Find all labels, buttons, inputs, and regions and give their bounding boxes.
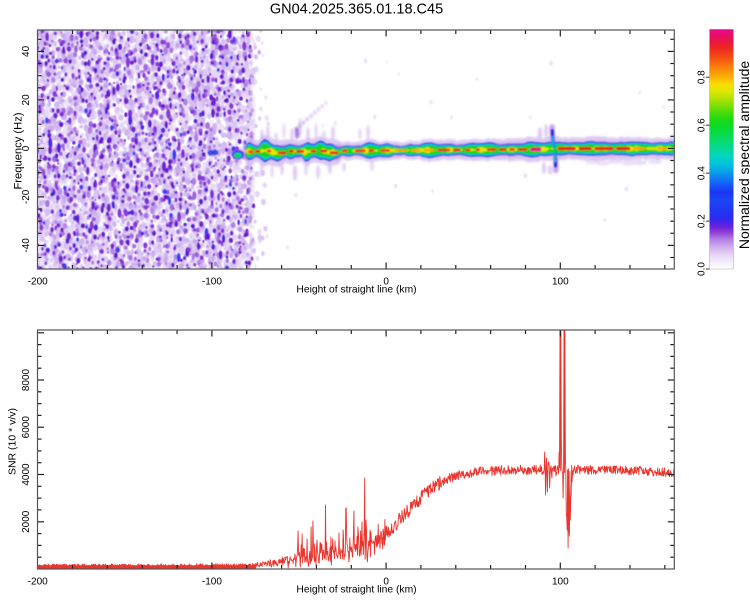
svg-text:-200: -200: [28, 277, 48, 288]
svg-text:0: 0: [383, 577, 389, 588]
svg-text:0.4: 0.4: [697, 166, 708, 180]
svg-text:-100: -100: [202, 577, 222, 588]
svg-text:-40: -40: [21, 238, 32, 253]
svg-text:6000: 6000: [21, 416, 32, 439]
svg-text:2000: 2000: [21, 510, 32, 533]
svg-text:Frequency (Hz): Frequency (Hz): [12, 112, 24, 189]
svg-text:-200: -200: [28, 577, 48, 588]
svg-text:8000: 8000: [21, 368, 32, 391]
svg-text:40: 40: [21, 45, 32, 57]
svg-text:0: 0: [383, 277, 389, 288]
svg-text:Height of straight line (km): Height of straight line (km): [296, 285, 416, 296]
svg-text:SNR (10 * v/v): SNR (10 * v/v): [7, 408, 19, 475]
svg-text:-100: -100: [202, 277, 222, 288]
svg-text:0.8: 0.8: [697, 70, 708, 84]
svg-text:0.6: 0.6: [697, 118, 708, 132]
svg-text:100: 100: [552, 277, 569, 288]
svg-text:Height of straight line (km): Height of straight line (km): [296, 585, 416, 596]
svg-text:Normalized spectral amplitude: Normalized spectral amplitude: [736, 61, 750, 250]
svg-text:GN04.2025.365.01.18.C45: GN04.2025.365.01.18.C45: [270, 2, 443, 18]
svg-text:4000: 4000: [21, 463, 32, 486]
svg-text:0: 0: [21, 145, 32, 151]
svg-text:0.0: 0.0: [697, 262, 708, 276]
svg-text:100: 100: [552, 577, 569, 588]
svg-text:20: 20: [21, 94, 32, 106]
svg-text:0.2: 0.2: [697, 214, 708, 228]
svg-text:-20: -20: [21, 189, 32, 204]
